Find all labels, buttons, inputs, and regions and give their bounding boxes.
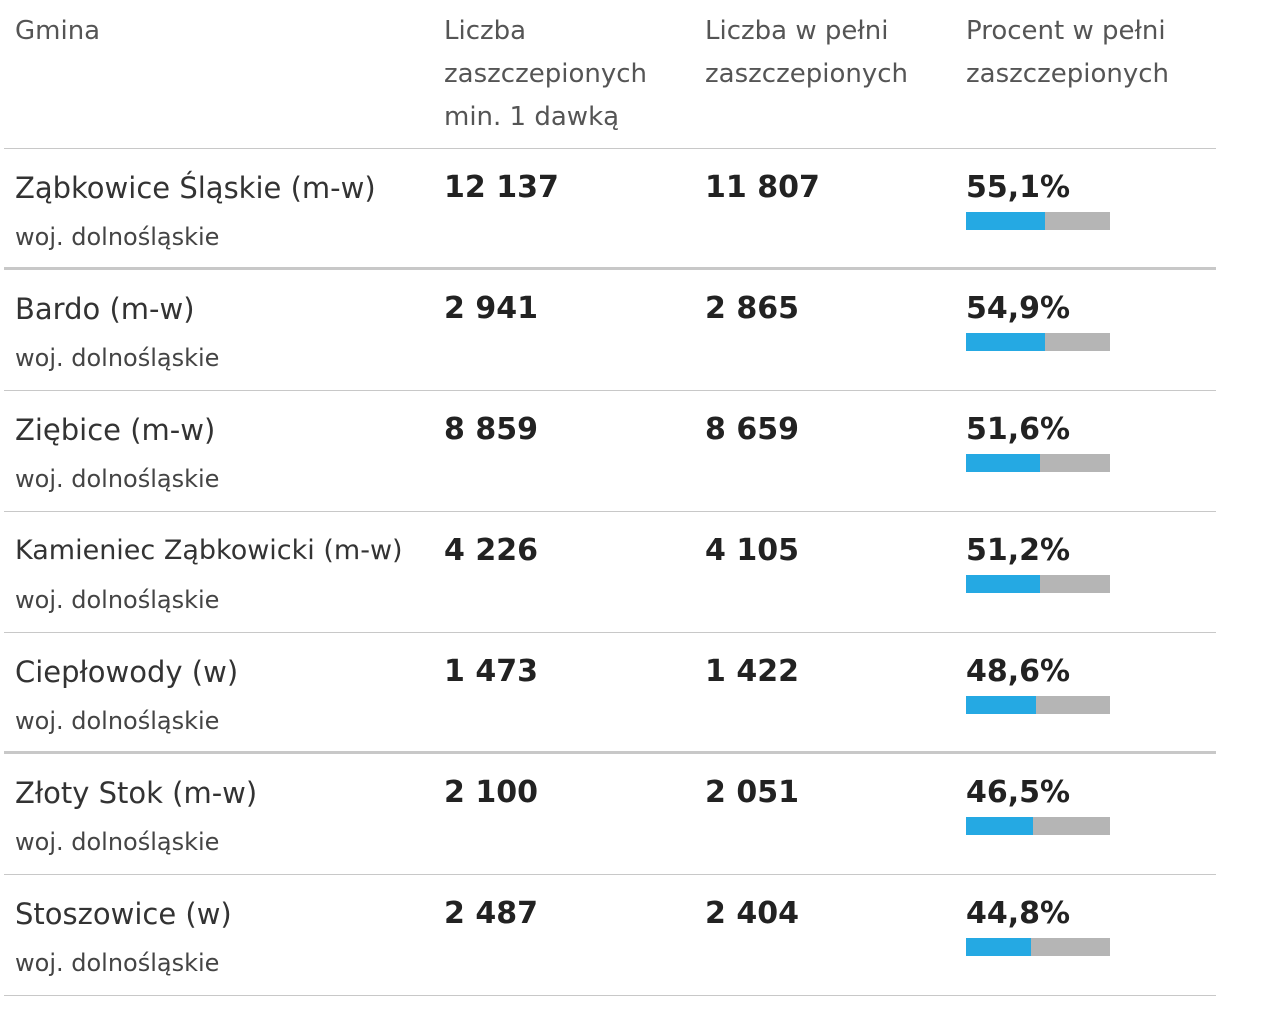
table-row: Ząbkowice Śląskie (m-w) woj. dolnośląski… [4, 149, 1216, 270]
one-dose-count: 1 473 [444, 654, 538, 689]
header-gmina[interactable]: Gmina [15, 16, 101, 46]
header-percent[interactable]: Procent w pełni zaszczepionych [966, 16, 1169, 89]
gmina-name: Bardo (m-w) [15, 292, 195, 326]
table-header: Gmina Liczba zaszczepionych min. 1 dawką… [4, 0, 1216, 149]
gmina-region: woj. dolnośląskie [15, 828, 220, 856]
percent-bar [966, 696, 1110, 714]
percent-cell: 48,6% [966, 652, 1216, 714]
percent-bar [966, 575, 1110, 593]
gmina-cell: Ciepłowody (w) woj. dolnośląskie [15, 652, 435, 738]
percent-cell: 54,9% [966, 289, 1216, 351]
percent-bar-fill [966, 938, 1031, 956]
one-dose-count: 12 137 [444, 170, 559, 205]
table-row: Ziębice (m-w) woj. dolnośląskie 8 859 8 … [4, 391, 1216, 512]
percent-value: 44,8% [966, 896, 1071, 931]
percent-bar [966, 454, 1110, 472]
gmina-cell: Ząbkowice Śląskie (m-w) woj. dolnośląski… [15, 168, 435, 254]
percent-value: 51,6% [966, 412, 1071, 447]
table-row: Stoszowice (w) woj. dolnośląskie 2 487 2… [4, 875, 1216, 996]
percent-cell: 51,2% [966, 531, 1216, 593]
table-row: Złoty Stok (m-w) woj. dolnośląskie 2 100… [4, 754, 1216, 875]
gmina-name: Stoszowice (w) [15, 897, 232, 931]
percent-value: 54,9% [966, 291, 1071, 326]
percent-value: 51,2% [966, 533, 1071, 568]
gmina-cell: Bardo (m-w) woj. dolnośląskie [15, 289, 435, 375]
percent-bar-fill [966, 817, 1033, 835]
percent-bar [966, 817, 1110, 835]
gmina-cell: Złoty Stok (m-w) woj. dolnośląskie [15, 773, 435, 859]
full-count: 8 659 [705, 412, 799, 447]
percent-value: 48,6% [966, 654, 1071, 689]
full-count: 11 807 [705, 170, 820, 205]
percent-bar-fill [966, 575, 1040, 593]
gmina-name: Kamieniec Ząbkowicki (m-w) [15, 535, 403, 566]
percent-cell: 51,6% [966, 410, 1216, 472]
table-row: Bardo (m-w) woj. dolnośląskie 2 941 2 86… [4, 270, 1216, 391]
table-row: Kamieniec Ząbkowicki (m-w) woj. dolnoślą… [4, 512, 1216, 633]
full-count: 2 051 [705, 775, 799, 810]
one-dose-count: 2 487 [444, 896, 538, 931]
full-count: 1 422 [705, 654, 799, 689]
percent-bar-fill [966, 696, 1036, 714]
gmina-name: Ciepłowody (w) [15, 655, 239, 689]
percent-bar-fill [966, 212, 1046, 230]
percent-cell: 44,8% [966, 894, 1216, 956]
header-one-dose[interactable]: Liczba zaszczepionych min. 1 dawką [444, 16, 647, 132]
one-dose-count: 2 100 [444, 775, 538, 810]
full-count: 2 865 [705, 291, 799, 326]
gmina-name: Ziębice (m-w) [15, 413, 216, 447]
gmina-region: woj. dolnośląskie [15, 707, 220, 735]
percent-value: 46,5% [966, 775, 1071, 810]
percent-bar-fill [966, 454, 1041, 472]
one-dose-count: 8 859 [444, 412, 538, 447]
gmina-cell: Stoszowice (w) woj. dolnośląskie [15, 894, 435, 980]
gmina-region: woj. dolnośląskie [15, 949, 220, 977]
gmina-name: Złoty Stok (m-w) [15, 776, 258, 810]
gmina-name: Ząbkowice Śląskie (m-w) [15, 171, 376, 205]
percent-bar [966, 212, 1110, 230]
percent-bar-fill [966, 333, 1046, 351]
percent-bar [966, 938, 1110, 956]
gmina-region: woj. dolnośląskie [15, 586, 220, 614]
vaccination-table: Gmina Liczba zaszczepionych min. 1 dawką… [4, 0, 1216, 996]
table-row: Ciepłowody (w) woj. dolnośląskie 1 473 1… [4, 633, 1216, 754]
percent-value: 55,1% [966, 170, 1071, 205]
percent-cell: 46,5% [966, 773, 1216, 835]
one-dose-count: 4 226 [444, 533, 538, 568]
one-dose-count: 2 941 [444, 291, 538, 326]
gmina-cell: Ziębice (m-w) woj. dolnośląskie [15, 410, 435, 496]
percent-bar [966, 333, 1110, 351]
gmina-region: woj. dolnośląskie [15, 223, 220, 251]
gmina-cell: Kamieniec Ząbkowicki (m-w) woj. dolnoślą… [15, 531, 435, 617]
percent-cell: 55,1% [966, 168, 1216, 230]
full-count: 4 105 [705, 533, 799, 568]
header-full[interactable]: Liczba w pełni zaszczepionych [705, 16, 908, 89]
full-count: 2 404 [705, 896, 799, 931]
gmina-region: woj. dolnośląskie [15, 465, 220, 493]
gmina-region: woj. dolnośląskie [15, 344, 220, 372]
